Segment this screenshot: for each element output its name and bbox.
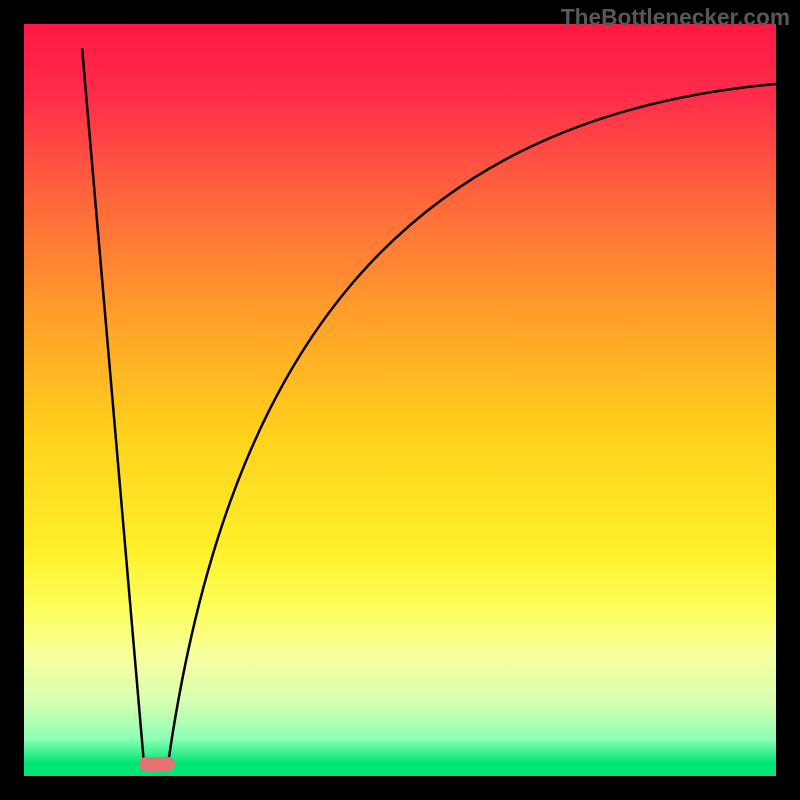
bottleneck-chart bbox=[0, 0, 800, 800]
watermark-text: TheBottlenecker.com bbox=[561, 4, 790, 31]
chart-background-gradient bbox=[24, 24, 776, 776]
optimal-point-marker bbox=[139, 757, 175, 771]
chart-frame: TheBottlenecker.com bbox=[0, 0, 800, 800]
